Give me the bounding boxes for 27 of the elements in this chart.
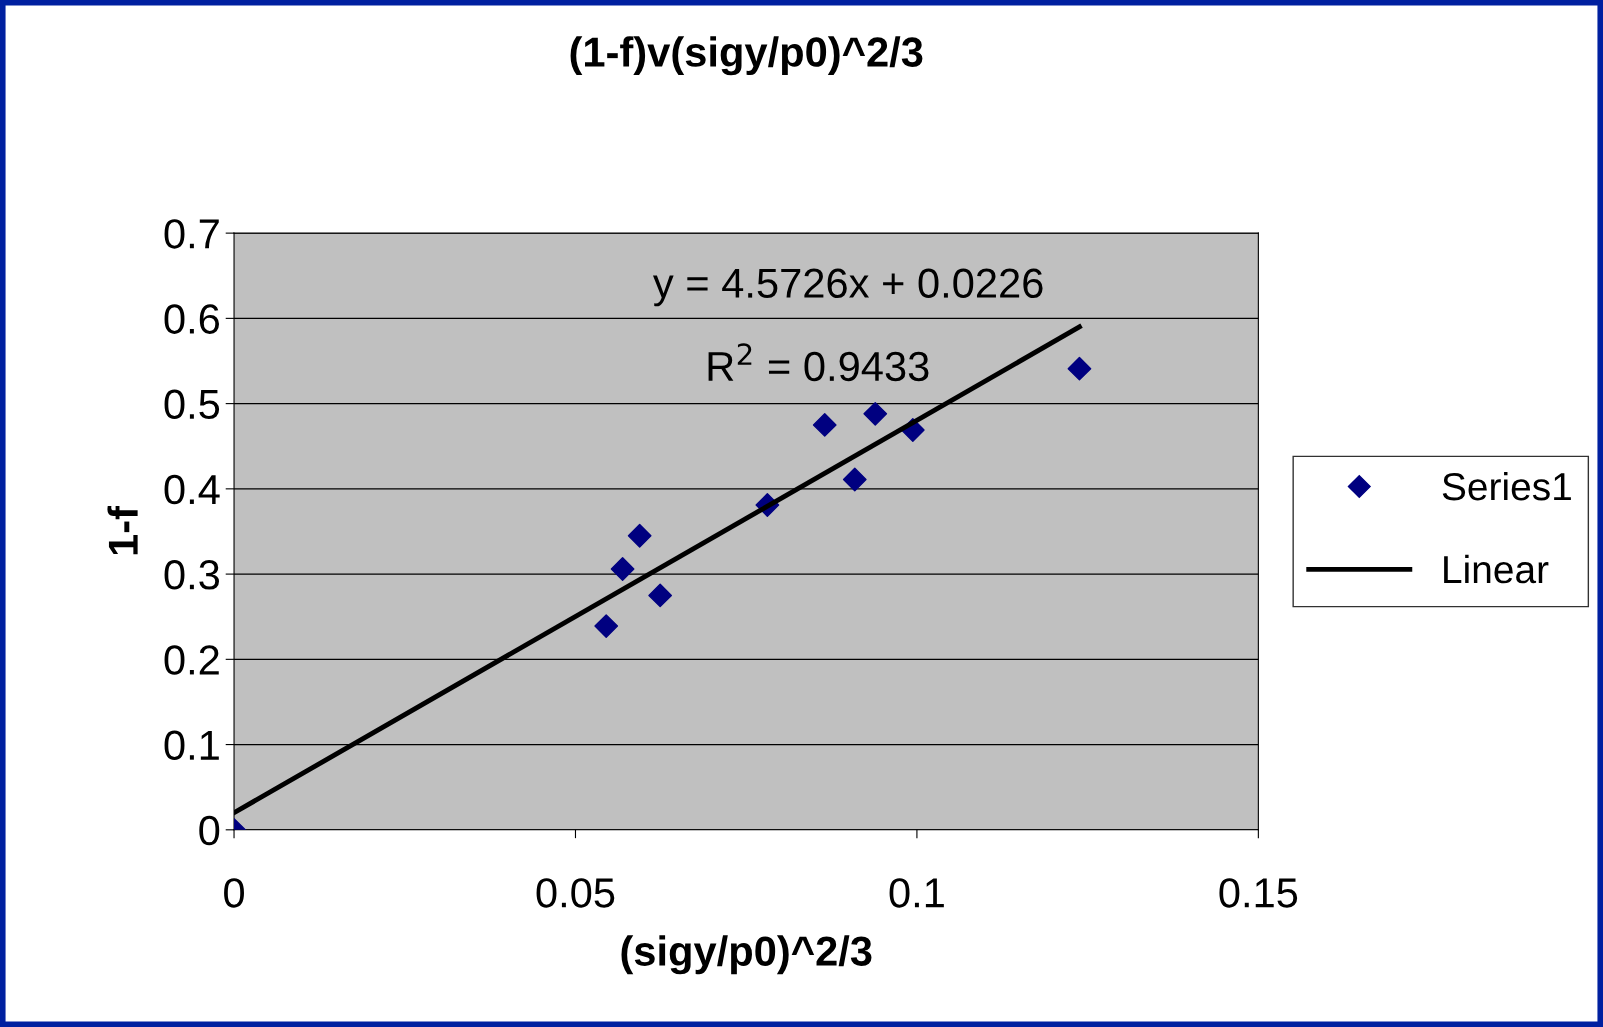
chart-title: (1-f)v(sigy/p0)^2/3 xyxy=(570,36,923,76)
x-tick-label: 0.1 xyxy=(889,878,944,908)
x-axis-title: (sigy/p0)^2/3 xyxy=(621,935,872,975)
y-tick-label: 0.2 xyxy=(164,645,219,675)
point xyxy=(863,401,888,426)
point xyxy=(1067,356,1092,381)
point xyxy=(812,413,837,437)
annotation: y = 4.5726x + 0.0226 xyxy=(652,268,1043,307)
point xyxy=(627,523,652,548)
x-tick-label: 0.05 xyxy=(536,878,615,908)
y-tick-label: 0.5 xyxy=(164,389,220,420)
y-tick-label: 0.6 xyxy=(164,304,220,334)
annotation: R$^{2}$ = 0.9433 xyxy=(708,343,929,382)
y-tick-label: 0.3 xyxy=(164,560,220,590)
y-tick-label: 0.1 xyxy=(164,730,219,761)
point xyxy=(648,583,673,608)
legend-label: Linear xyxy=(1444,554,1549,584)
point xyxy=(610,557,635,581)
x-tick-label: 0.15 xyxy=(1219,878,1298,908)
point xyxy=(594,614,619,638)
y-tick-label: 0 xyxy=(199,815,220,846)
point xyxy=(842,467,867,492)
y-axis-title: 1-f xyxy=(107,505,138,555)
y-tick-label: 0.4 xyxy=(164,474,220,505)
y-tick-label: 0.7 xyxy=(164,219,219,249)
legend-label: Series1 xyxy=(1442,471,1571,501)
x-tick-label: 0 xyxy=(224,878,244,908)
